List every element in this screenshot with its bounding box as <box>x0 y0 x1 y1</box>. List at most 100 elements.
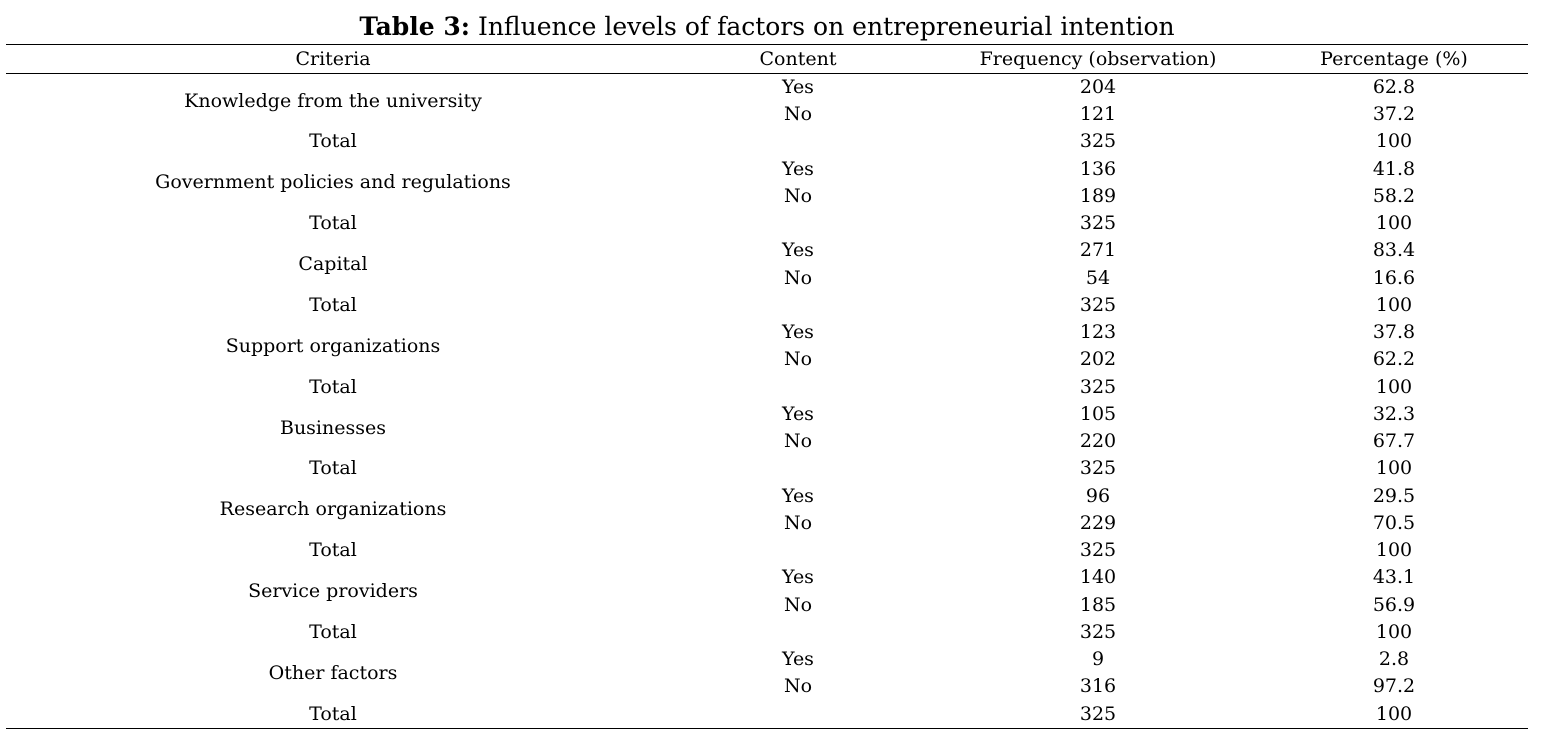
total-row: Total 325 100 <box>6 292 1528 319</box>
total-label-cell: Total <box>309 457 357 480</box>
column-header-percentage: Percentage (%) <box>1260 44 1528 74</box>
frequency-cell: 54 <box>1085 266 1111 289</box>
percentage-cell: 83.4 <box>1372 239 1416 262</box>
percentage-cell: 62.8 <box>1372 76 1416 98</box>
content-cell: No <box>783 348 813 371</box>
table-row: No 54 16.6 <box>6 265 1528 292</box>
content-cell: Yes <box>782 239 814 262</box>
empty-content-cell <box>660 210 936 237</box>
percentage-cell: 43.1 <box>1372 566 1416 589</box>
table-row: No 202 62.2 <box>6 346 1528 373</box>
content-cell: Yes <box>782 566 814 589</box>
percentage-cell: 58.2 <box>1372 184 1416 207</box>
total-label-cell: Total <box>309 539 357 562</box>
total-percentage-cell: 100 <box>1375 457 1413 480</box>
content-cell: No <box>783 103 813 126</box>
content-cell: No <box>783 266 813 289</box>
frequency-cell: 229 <box>1079 511 1117 534</box>
content-cell: Yes <box>782 402 814 425</box>
table-caption: Table 3: Influence levels of factors on … <box>0 12 1534 42</box>
frequency-cell: 316 <box>1079 675 1117 698</box>
total-percentage-cell: 100 <box>1375 375 1413 398</box>
influence-factors-table: Criteria Content Frequency (observation)… <box>6 44 1528 729</box>
table-row: Other factors Yes 9 2.8 <box>6 646 1528 684</box>
total-label-cell: Total <box>309 375 357 398</box>
table-row: Support organizations Yes 123 37.8 <box>6 319 1528 357</box>
criteria-cell: Businesses <box>279 416 386 439</box>
percentage-cell: 67.7 <box>1372 430 1416 453</box>
total-percentage-cell: 100 <box>1375 212 1413 235</box>
total-frequency-cell: 325 <box>1079 457 1117 480</box>
column-header-content: Content <box>660 44 936 74</box>
content-cell: No <box>783 593 813 616</box>
empty-content-cell <box>660 619 936 646</box>
frequency-cell: 271 <box>1079 239 1117 262</box>
frequency-cell: 185 <box>1079 593 1117 616</box>
total-percentage-cell: 100 <box>1375 620 1413 643</box>
criteria-cell: Knowledge from the university <box>184 89 482 112</box>
criteria-cell: Government policies and regulations <box>155 171 511 194</box>
total-label-cell: Total <box>6 700 660 729</box>
table-caption-text: Influence levels of factors on entrepren… <box>477 12 1175 41</box>
column-header-criteria: Criteria <box>6 44 660 74</box>
content-cell: No <box>783 184 813 207</box>
table-row: Government policies and regulations Yes 13… <box>6 156 1528 194</box>
content-cell: Yes <box>782 157 814 180</box>
table-caption-label: Table 3: <box>359 12 470 41</box>
percentage-cell: 41.8 <box>1372 157 1416 180</box>
frequency-cell: 136 <box>1079 157 1117 180</box>
total-row: Total 325 100 <box>6 700 1528 729</box>
percentage-cell: 70.5 <box>1372 511 1416 534</box>
frequency-cell: 121 <box>1079 103 1117 126</box>
total-label-cell: Total <box>309 293 357 316</box>
table-body: Knowledge from the university Yes 204 62.8 N… <box>6 74 1528 729</box>
content-cell: No <box>783 511 813 534</box>
total-row: Total 325 100 <box>6 374 1528 401</box>
table-row: No 229 70.5 <box>6 510 1528 537</box>
criteria-cell: Research organizations <box>219 498 447 521</box>
content-cell: Yes <box>782 321 814 344</box>
total-percentage-cell: 100 <box>1375 539 1413 562</box>
frequency-cell: 140 <box>1079 566 1117 589</box>
total-row: Total 325 100 <box>6 537 1528 564</box>
frequency-cell: 123 <box>1079 321 1117 344</box>
total-row: Total 325 100 <box>6 128 1528 155</box>
table-row: No 185 56.9 <box>6 592 1528 619</box>
content-cell: Yes <box>782 76 814 98</box>
content-cell: Yes <box>782 648 814 671</box>
table-row: No 121 37.2 <box>6 101 1528 128</box>
total-percentage-cell: 100 <box>1260 700 1528 729</box>
frequency-cell: 105 <box>1079 402 1117 425</box>
table-row: Capital Yes 271 83.4 <box>6 237 1528 275</box>
criteria-cell: Service providers <box>248 580 418 602</box>
percentage-cell: 37.8 <box>1372 321 1416 344</box>
empty-content-cell <box>660 455 936 482</box>
total-row: Total 325 100 <box>6 455 1528 482</box>
total-frequency-cell: 325 <box>1079 212 1117 235</box>
total-frequency-cell: 325 <box>1079 620 1117 643</box>
percentage-cell: 2.8 <box>1378 648 1410 671</box>
column-header-frequency: Frequency (observation) <box>936 44 1260 74</box>
table-row: Businesses Yes 105 32.3 <box>6 401 1528 439</box>
table-row: No 220 67.7 <box>6 428 1528 455</box>
total-frequency-cell: 325 <box>1079 539 1117 562</box>
empty-content-cell <box>660 374 936 401</box>
total-frequency-cell: 325 <box>936 700 1260 729</box>
header-row: Criteria Content Frequency (observation)… <box>6 44 1528 74</box>
empty-content-cell <box>660 700 936 729</box>
frequency-cell: 204 <box>1079 76 1117 98</box>
total-row: Total 325 100 <box>6 210 1528 237</box>
frequency-cell: 220 <box>1079 430 1117 453</box>
percentage-cell: 32.3 <box>1372 402 1416 425</box>
empty-content-cell <box>660 292 936 319</box>
percentage-cell: 29.5 <box>1372 484 1416 507</box>
criteria-cell: Other factors <box>268 661 398 684</box>
percentage-cell: 97.2 <box>1372 675 1416 698</box>
table-row: Knowledge from the university Yes 204 62.8 <box>6 74 1528 112</box>
total-frequency-cell: 325 <box>1079 375 1117 398</box>
table-row: Research organizations Yes 96 29.5 <box>6 483 1528 521</box>
empty-content-cell <box>660 537 936 564</box>
frequency-cell: 202 <box>1079 348 1117 371</box>
frequency-cell: 189 <box>1079 184 1117 207</box>
percentage-cell: 37.2 <box>1372 103 1416 126</box>
